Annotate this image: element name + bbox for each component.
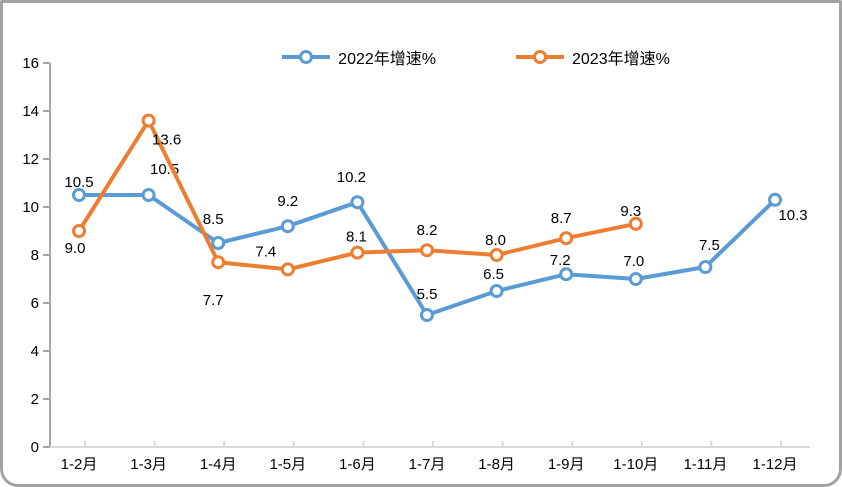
data-point-label: 7.0 [623, 253, 644, 270]
y-tick-label: 10 [22, 199, 39, 216]
legend-swatch-2023-line-marker-icon [516, 50, 564, 64]
data-point-label: 7.7 [203, 292, 224, 309]
y-tick-label: 12 [22, 151, 39, 168]
data-point-label: 7.2 [550, 252, 571, 269]
data-point-label: 8.7 [551, 210, 572, 227]
x-tick-label: 1-8月 [478, 456, 515, 473]
x-tick-label: 1-11月 [683, 456, 727, 473]
legend-item-2023: 2023年增速% [516, 45, 670, 69]
data-point-marker [280, 262, 295, 277]
y-tick-label: 14 [22, 103, 39, 120]
data-point-marker [350, 245, 365, 260]
data-point-marker [420, 308, 434, 322]
data-point-marker [698, 260, 713, 274]
data-point-label: 5.5 [417, 286, 438, 303]
data-point-marker [628, 216, 643, 231]
data-point-label: 8.0 [485, 232, 506, 249]
x-tick-label: 1-7月 [409, 456, 446, 473]
data-point-marker [420, 243, 434, 258]
data-point-marker [72, 188, 86, 202]
data-point-marker [141, 113, 156, 128]
data-point-marker [141, 188, 156, 202]
data-point-label: 10.5 [64, 174, 93, 191]
data-point-marker [559, 267, 574, 282]
data-point-label: 8.5 [203, 211, 224, 228]
data-point-label: 7.4 [255, 243, 276, 260]
y-tick-label: 6 [31, 295, 39, 312]
data-point-marker [72, 224, 86, 238]
line-chart-canvas: 0 2 4 6 8 10 12 14 16 1-2月 1-3月 1-4月 1-5月 1-6月 1-7月 1-8… [22, 55, 810, 473]
x-tick-label: 1-3月 [130, 456, 167, 473]
data-point-label: 9.2 [277, 193, 298, 210]
x-tick-label: 1-9月 [548, 456, 585, 473]
data-point-marker [211, 236, 226, 250]
legend-item-2022: 2022年增速% [282, 45, 436, 69]
data-point-label: 9.3 [620, 203, 641, 220]
y-tick-label: 16 [22, 55, 39, 72]
x-tick-label: 1-5月 [269, 456, 306, 473]
chart-legend: 2022年增速% 2023年增速% [3, 45, 839, 69]
x-tick-label: 1-4月 [200, 456, 237, 473]
data-point-marker [559, 231, 574, 246]
legend-label-2022: 2022年增速% [338, 51, 436, 68]
x-tick-label: 1-2月 [61, 456, 98, 473]
legend-label-2023: 2023年增速% [572, 51, 670, 68]
legend-swatch-2022-line-marker-icon [282, 50, 331, 64]
data-point-label: 8.1 [346, 229, 367, 246]
data-point-marker [489, 284, 504, 298]
x-tick-label: 1-10月 [613, 456, 658, 473]
y-tick-label: 0 [31, 439, 39, 456]
data-point-label: 8.2 [417, 222, 438, 239]
data-point-label: 9.0 [65, 240, 86, 257]
data-point-label: 10.3 [778, 207, 807, 224]
data-point-label: 6.5 [483, 266, 504, 283]
data-point-marker [489, 248, 504, 262]
data-point-marker [628, 272, 643, 286]
data-point-label: 13.6 [152, 132, 181, 149]
data-point-marker [211, 255, 226, 270]
data-point-marker [280, 219, 295, 234]
x-tick-label: 1-12月 [752, 456, 797, 473]
x-tick-label: 1-6月 [339, 456, 376, 473]
data-point-label: 7.5 [699, 237, 720, 254]
data-point-marker [768, 192, 782, 207]
y-tick-label: 2 [31, 391, 39, 408]
y-tick-label: 4 [31, 343, 39, 360]
y-tick-label: 8 [31, 247, 39, 264]
data-point-label: 10.2 [337, 169, 366, 186]
data-point-marker [350, 195, 365, 210]
